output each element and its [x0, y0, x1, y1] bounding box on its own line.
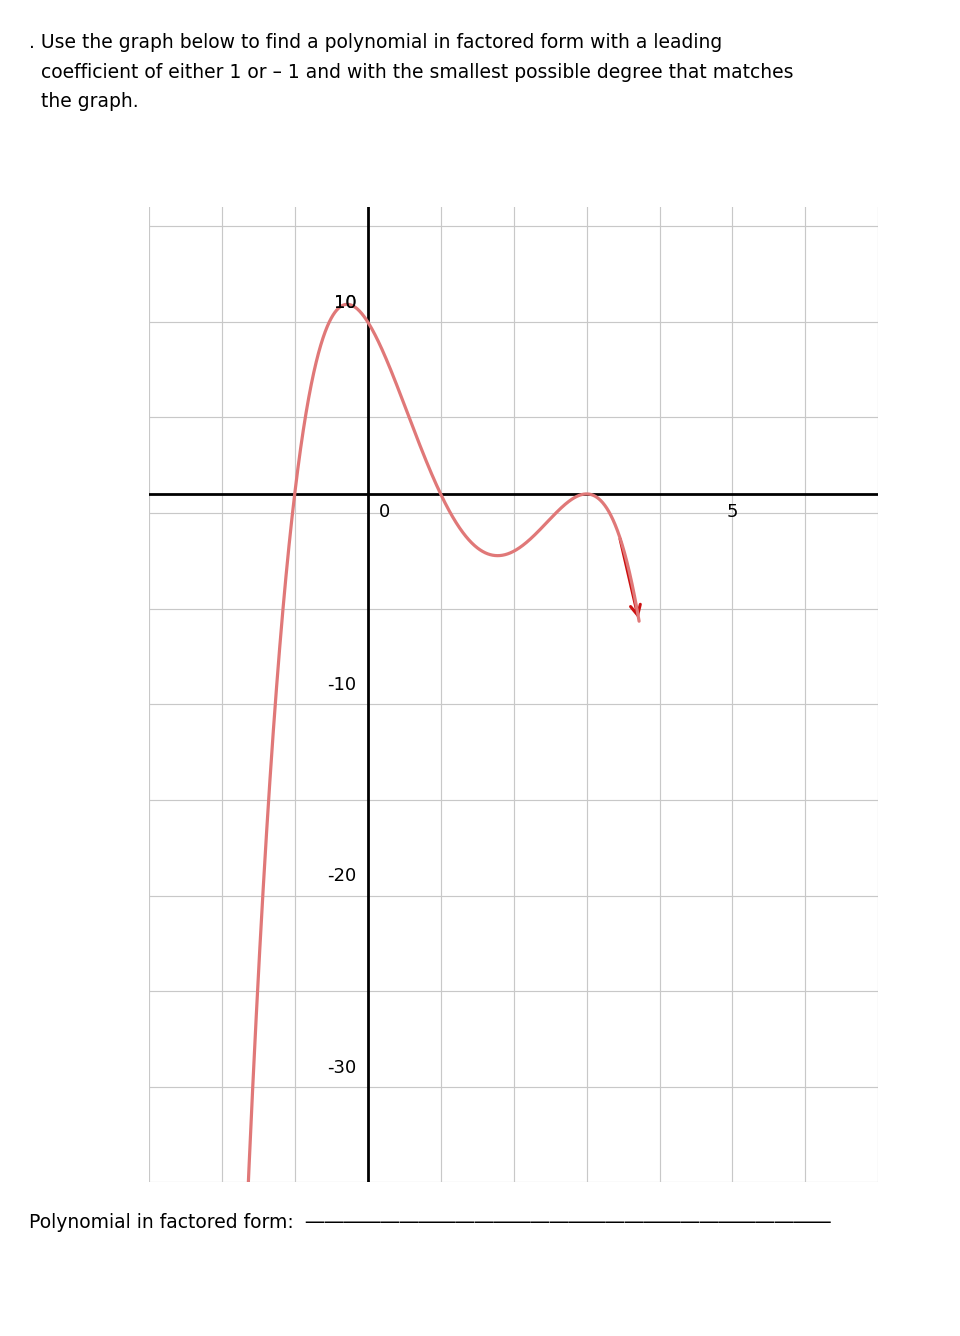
Text: 0: 0: [378, 504, 390, 521]
Text: coefficient of either 1 or – 1 and with the smallest possible degree that matche: coefficient of either 1 or – 1 and with …: [29, 63, 793, 81]
Text: 10: 10: [334, 294, 357, 311]
Text: 10: 10: [334, 294, 357, 311]
Text: -20: -20: [327, 867, 357, 886]
Text: . Use the graph below to find a polynomial in factored form with a leading: . Use the graph below to find a polynomi…: [29, 33, 722, 52]
Text: Polynomial in factored form:  ――――――――――――――――――――――――――――: Polynomial in factored form: ―――――――――――…: [29, 1213, 830, 1232]
Text: -30: -30: [327, 1058, 357, 1077]
Text: the graph.: the graph.: [29, 92, 138, 111]
Text: -10: -10: [327, 676, 357, 695]
Text: 5: 5: [727, 504, 738, 521]
